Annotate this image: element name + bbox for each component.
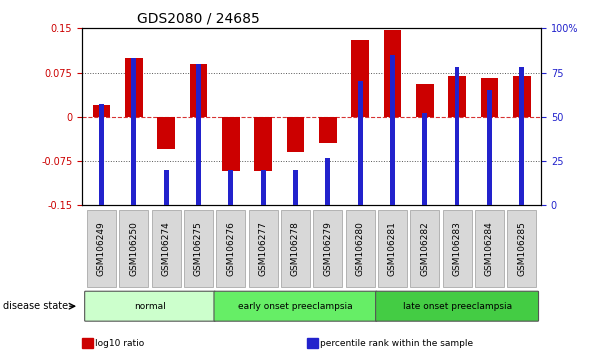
- Bar: [293, 170, 298, 205]
- Text: GSM106279: GSM106279: [323, 221, 332, 276]
- FancyBboxPatch shape: [378, 210, 407, 287]
- Bar: [92, 105, 111, 117]
- FancyBboxPatch shape: [216, 210, 246, 287]
- FancyBboxPatch shape: [443, 210, 472, 287]
- Bar: [222, 117, 240, 171]
- Text: late onset preeclampsia: late onset preeclampsia: [402, 302, 512, 311]
- FancyBboxPatch shape: [85, 291, 215, 321]
- Bar: [125, 58, 143, 117]
- FancyBboxPatch shape: [313, 210, 342, 287]
- Text: GDS2080 / 24685: GDS2080 / 24685: [137, 12, 260, 26]
- Bar: [157, 117, 175, 149]
- Text: GSM106281: GSM106281: [388, 221, 397, 276]
- FancyBboxPatch shape: [184, 210, 213, 287]
- Text: early onset preeclampsia: early onset preeclampsia: [238, 302, 353, 311]
- Bar: [351, 40, 369, 117]
- Text: GSM106280: GSM106280: [356, 221, 365, 276]
- Bar: [448, 75, 466, 117]
- Text: GSM106249: GSM106249: [97, 221, 106, 276]
- Bar: [325, 158, 330, 205]
- Text: GSM106275: GSM106275: [194, 221, 203, 276]
- Bar: [487, 90, 492, 205]
- Bar: [190, 64, 207, 117]
- Bar: [164, 170, 168, 205]
- Bar: [480, 79, 499, 117]
- FancyBboxPatch shape: [410, 210, 440, 287]
- Bar: [416, 84, 434, 117]
- FancyBboxPatch shape: [475, 210, 504, 287]
- FancyBboxPatch shape: [281, 210, 310, 287]
- Text: GSM106283: GSM106283: [452, 221, 461, 276]
- Bar: [513, 75, 531, 117]
- Bar: [254, 117, 272, 171]
- Bar: [319, 117, 337, 143]
- Text: percentile rank within the sample: percentile rank within the sample: [320, 338, 474, 348]
- Bar: [519, 67, 524, 205]
- Text: GSM106284: GSM106284: [485, 221, 494, 276]
- FancyBboxPatch shape: [376, 291, 539, 321]
- Text: GSM106276: GSM106276: [226, 221, 235, 276]
- FancyBboxPatch shape: [119, 210, 148, 287]
- Bar: [229, 170, 233, 205]
- Bar: [131, 58, 136, 205]
- Text: disease state: disease state: [3, 301, 68, 311]
- Bar: [423, 113, 427, 205]
- Text: GSM106285: GSM106285: [517, 221, 526, 276]
- Bar: [196, 64, 201, 205]
- FancyBboxPatch shape: [214, 291, 377, 321]
- Text: GSM106282: GSM106282: [420, 221, 429, 276]
- FancyBboxPatch shape: [87, 210, 116, 287]
- FancyBboxPatch shape: [345, 210, 375, 287]
- FancyBboxPatch shape: [507, 210, 536, 287]
- Text: GSM106278: GSM106278: [291, 221, 300, 276]
- FancyBboxPatch shape: [151, 210, 181, 287]
- Bar: [99, 104, 104, 205]
- Bar: [358, 81, 362, 205]
- Bar: [261, 170, 266, 205]
- Text: GSM106250: GSM106250: [130, 221, 138, 276]
- Bar: [384, 29, 401, 117]
- Text: GSM106277: GSM106277: [258, 221, 268, 276]
- FancyBboxPatch shape: [249, 210, 278, 287]
- Text: GSM106274: GSM106274: [162, 221, 171, 276]
- Bar: [390, 55, 395, 205]
- Bar: [286, 117, 305, 152]
- Text: normal: normal: [134, 302, 166, 311]
- Text: log10 ratio: log10 ratio: [95, 338, 145, 348]
- Bar: [455, 67, 460, 205]
